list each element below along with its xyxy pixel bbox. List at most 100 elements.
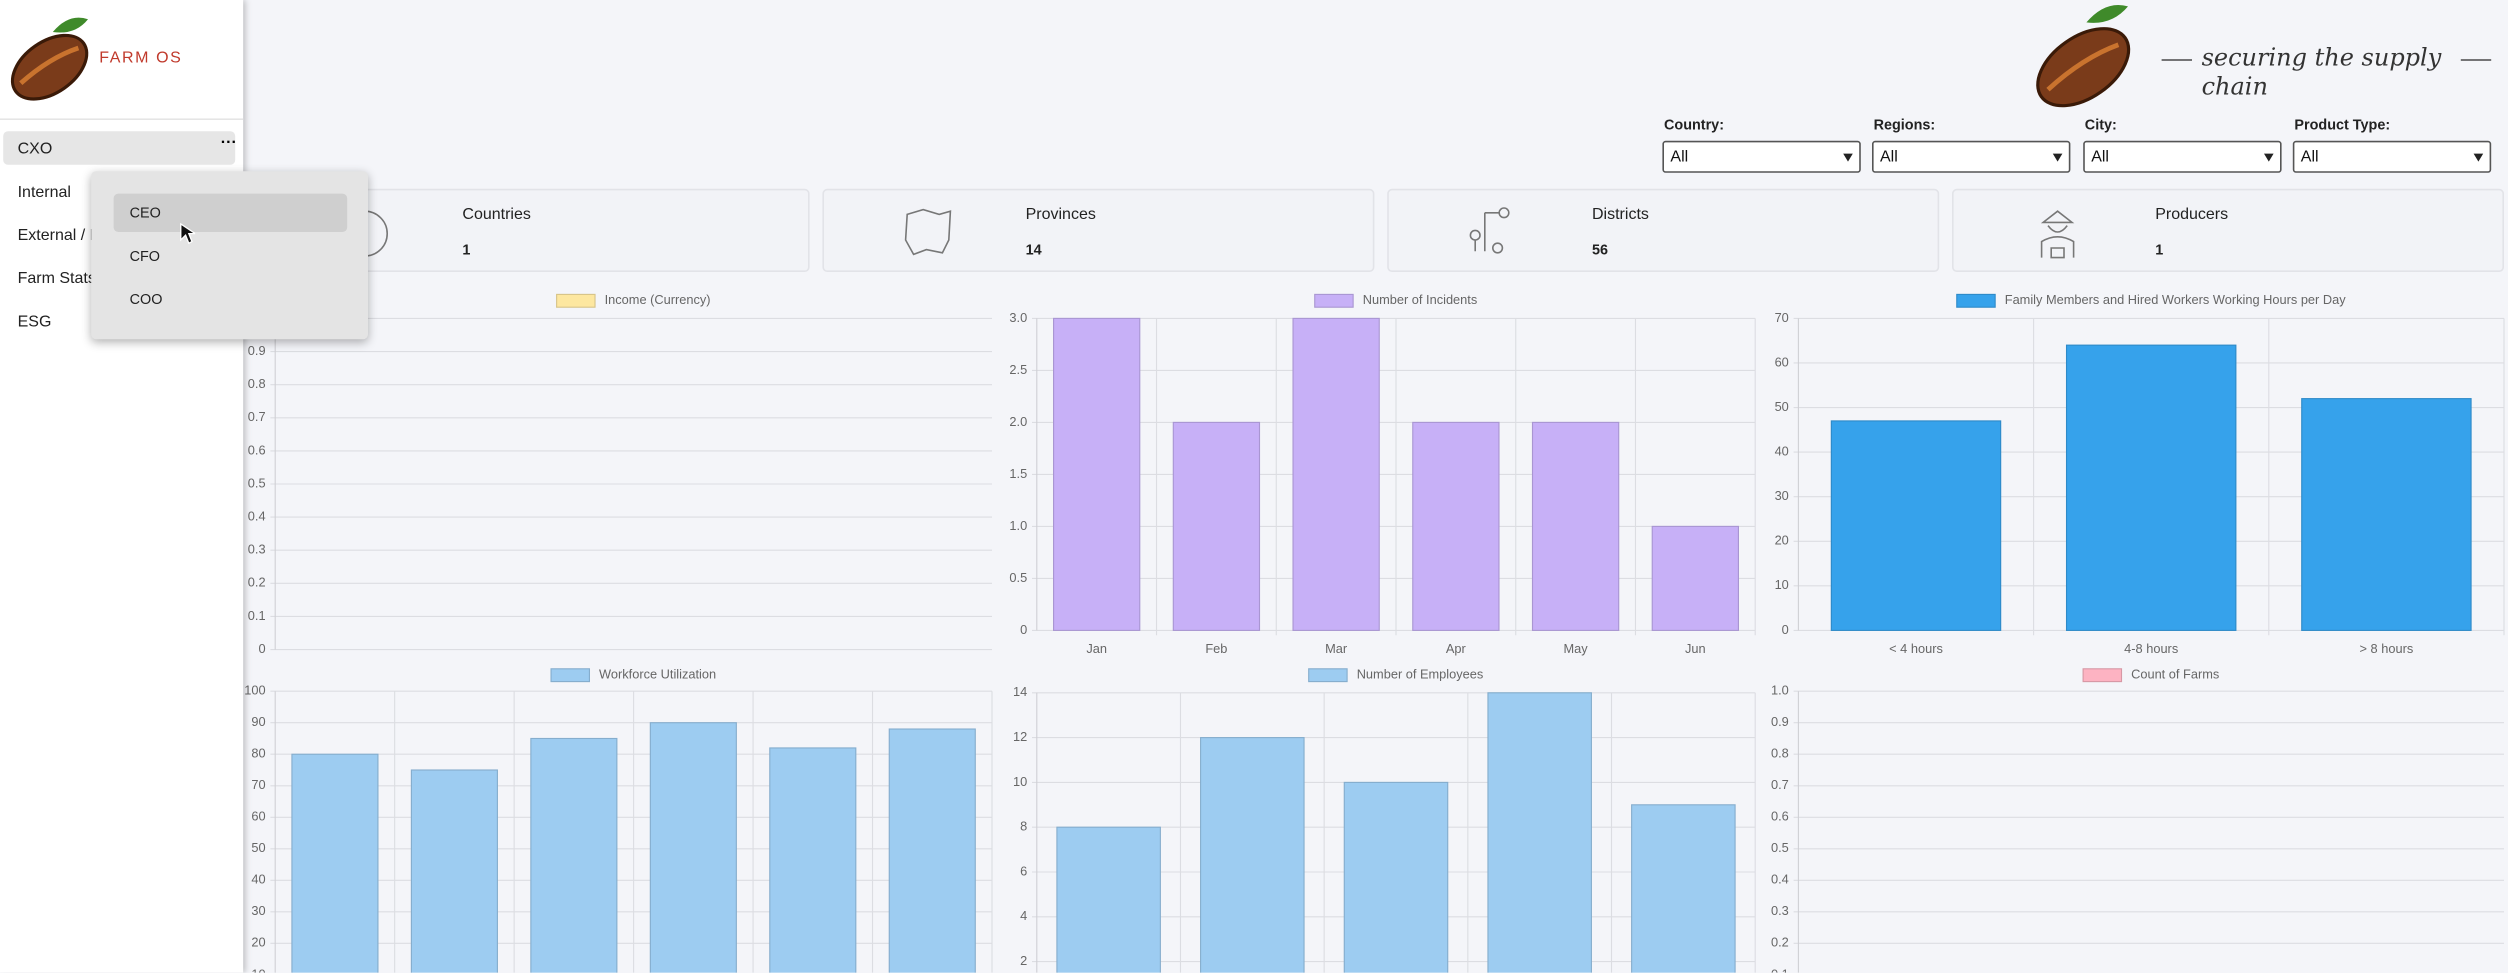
icon [2040, 210, 2075, 259]
y-tick-label: 70 [251, 777, 265, 792]
bar [888, 728, 976, 973]
bar [1200, 737, 1305, 973]
bar [769, 747, 857, 973]
bar [1056, 826, 1161, 973]
y-tick-label: 0.7 [248, 409, 266, 424]
filter-label: Country: [1664, 116, 1724, 133]
y-tick-label: 0.3 [1771, 903, 1789, 918]
stat-label: Producers [2155, 206, 2229, 224]
filter-select[interactable]: All [1662, 140, 1861, 173]
stat-label: Countries [462, 206, 531, 224]
sidebar: FARM OS CXO ··· Internal External / P Fa… [0, 0, 244, 973]
legend-label: Number of Incidents [1363, 292, 1478, 307]
stat-card: Districts 56 [1387, 188, 1940, 272]
x-tick-label: < 4 hours [1889, 641, 1943, 656]
y-tick-label: 1.0 [1009, 518, 1027, 533]
y-tick-label: 40 [1775, 443, 1789, 458]
menu-item[interactable]: CXO [17, 140, 53, 159]
y-tick-label: 14 [1013, 684, 1027, 699]
y-tick-label: 20 [1775, 533, 1789, 548]
y-tick-label: 60 [251, 809, 265, 824]
y-tick-label: 0.5 [248, 475, 266, 490]
bar [1830, 420, 2002, 631]
y-tick-label: 20 [251, 935, 265, 950]
more-button[interactable]: ··· [220, 134, 237, 152]
y-tick-label: 0.8 [1771, 746, 1789, 761]
filter-select[interactable]: All [2083, 140, 2282, 173]
y-tick-label: 0.6 [248, 442, 266, 457]
y-tick-label: 0 [1782, 622, 1789, 637]
dropdown-menu: CEO CFO COO [91, 171, 368, 340]
y-tick-label: 0.4 [248, 508, 266, 523]
legend-swatch [550, 668, 591, 683]
y-tick-label: 0.9 [1771, 714, 1789, 729]
y-tick-label: 30 [1775, 488, 1789, 503]
y-tick-label: 0 [1020, 622, 1027, 637]
brand: FARM OS [99, 49, 183, 68]
legend-swatch [1314, 293, 1354, 308]
filter-select[interactable]: All [1872, 140, 2071, 173]
bar [1412, 421, 1500, 631]
stat-value: 14 [1025, 241, 1042, 258]
logo [10, 17, 89, 101]
y-tick-label: 0.9 [248, 343, 266, 358]
menu-item[interactable]: Internal [17, 184, 71, 202]
legend-swatch [2082, 668, 2123, 683]
bar [1487, 692, 1592, 973]
filter-label: Product Type: [2294, 116, 2391, 133]
y-tick-label: 0 [258, 641, 265, 656]
bar [530, 737, 618, 973]
menu-item[interactable]: External / P [17, 227, 101, 245]
tagline-rule [2460, 59, 2492, 61]
menu-item[interactable]: ESG [17, 313, 52, 332]
y-tick-label: 0.3 [248, 542, 266, 557]
filter-label: Regions: [1873, 116, 1936, 133]
dropdown-item[interactable]: COO [129, 291, 163, 308]
y-tick-label: 0.1 [1771, 966, 1789, 973]
y-tick-label: 50 [251, 840, 265, 855]
y-tick-label: 3.0 [1009, 310, 1027, 325]
y-tick-label: 8 [1020, 819, 1027, 834]
dropdown-item[interactable]: CFO [129, 248, 160, 264]
y-tick-label: 0.2 [248, 575, 266, 590]
x-tick-label: Jun [1685, 641, 1706, 656]
menu-active[interactable] [3, 131, 236, 165]
divider [0, 118, 244, 120]
filter-select[interactable]: All [2292, 140, 2492, 173]
y-tick-label: 0.5 [1771, 840, 1789, 855]
menu-item[interactable]: Farm Stats [17, 270, 96, 288]
x-tick-label: Mar [1325, 641, 1348, 656]
bar [649, 722, 737, 973]
x-tick-label: 4-8 hours [2124, 641, 2178, 656]
tagline: securing the supply chain [2201, 43, 2442, 101]
y-tick-label: 2 [1020, 953, 1027, 968]
legend-label: Family Members and Hired Workers Working… [2005, 292, 2346, 307]
y-tick-label: 60 [1775, 354, 1789, 369]
y-tick-label: 6 [1020, 863, 1027, 878]
legend-label: Income (Currency) [605, 292, 711, 307]
bar [1172, 421, 1261, 631]
bar [1292, 317, 1380, 631]
y-tick-label: 4 [1020, 908, 1027, 923]
stat-label: Provinces [1025, 206, 1096, 224]
bar [410, 769, 498, 973]
bar [1631, 804, 1736, 973]
legend-label: Count of Farms [2131, 667, 2219, 682]
header-logo [2036, 4, 2131, 108]
stat-value: 56 [1592, 241, 1609, 258]
bar [2065, 344, 2237, 631]
legend-swatch [1308, 668, 1348, 683]
dropdown-item[interactable]: CEO [129, 204, 161, 221]
y-tick-label: 80 [251, 746, 265, 761]
icon [904, 208, 952, 256]
stat-value: 1 [2155, 241, 2164, 258]
y-tick-label: 0.5 [1009, 570, 1027, 585]
legend-swatch [556, 293, 596, 308]
y-tick-label: 12 [1013, 729, 1027, 744]
legend-swatch [1956, 293, 1996, 308]
y-tick-label: 40 [251, 872, 265, 887]
x-tick-label: Apr [1446, 641, 1467, 656]
